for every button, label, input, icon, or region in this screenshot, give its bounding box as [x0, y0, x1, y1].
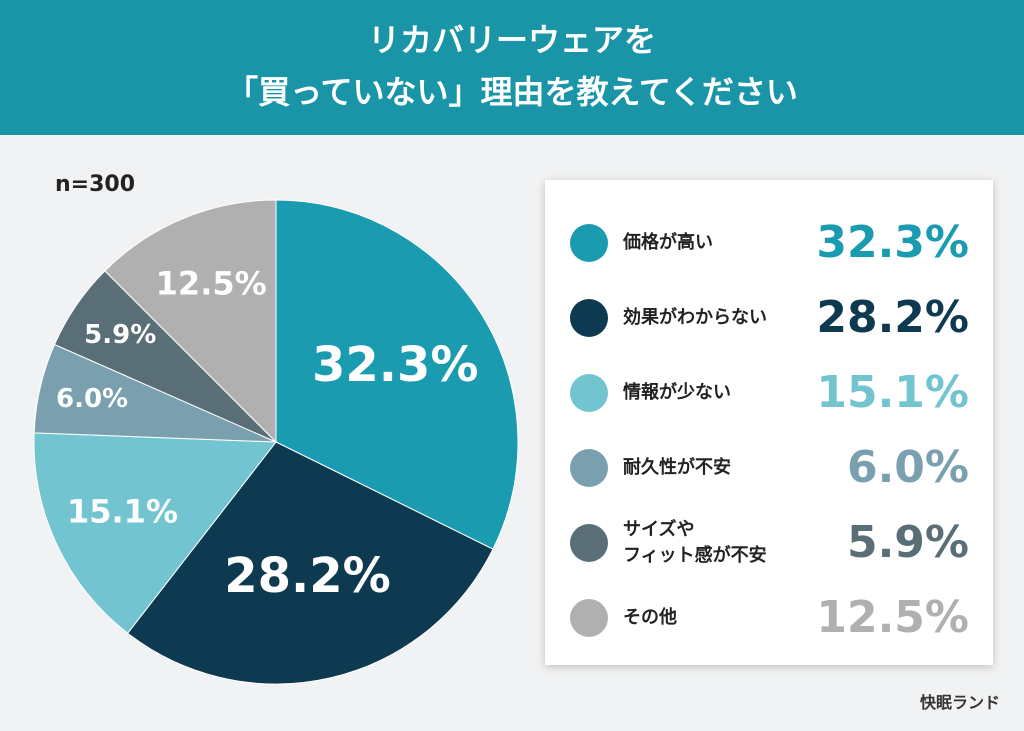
legend-item: 情報が少ない 15.1%	[545, 358, 993, 428]
legend-label: その他	[623, 607, 677, 628]
legend-item: 価格が高い 32.3%	[545, 208, 993, 278]
chart-title: リカバリーウェアを 「買っていない」理由を教えてください	[0, 0, 1024, 135]
pie-slice	[33, 432, 277, 634]
legend: 価格が高い 32.3% 効果がわからない 28.2% 情報が少ない 15.1% 耐久性が不安…	[545, 180, 993, 665]
legend-item: その他 12.5%	[545, 583, 993, 653]
legend-item: 耐久性が不安 6.0%	[545, 433, 993, 503]
legend-value: 12.5%	[816, 592, 969, 643]
slice-label: 5.9%	[84, 320, 156, 350]
slice-label: 32.3%	[312, 337, 479, 393]
legend-label: 価格が高い	[623, 232, 713, 253]
legend-swatch	[570, 449, 608, 487]
slice-label: 28.2%	[224, 548, 391, 604]
legend-swatch	[570, 224, 608, 262]
legend-swatch	[570, 299, 608, 337]
pie-chart: 32.3% 28.2% 15.1% 6.0% 5.9%12.5%	[33, 199, 519, 685]
pie-slice	[104, 199, 277, 444]
legend-swatch	[570, 524, 608, 562]
legend-value: 6.0%	[846, 442, 969, 493]
legend-value: 32.3%	[816, 217, 969, 268]
legend-value: 5.9%	[846, 517, 969, 568]
legend-swatch	[570, 599, 608, 637]
slice-label: 12.5%	[156, 264, 267, 302]
legend-value: 15.1%	[816, 367, 969, 418]
legend-item: サイズや フィット感が不安 5.9%	[545, 508, 993, 578]
slice-label: 15.1%	[67, 493, 178, 531]
legend-label: 耐久性が不安	[623, 457, 731, 478]
brand: 快眠ランド	[919, 693, 1000, 712]
legend-label: 効果がわからない	[623, 307, 767, 328]
legend-label: 情報が少ない	[623, 382, 731, 403]
legend-item: 効果がわからない 28.2%	[545, 283, 993, 353]
pie-slice	[275, 199, 519, 550]
pie-slice	[126, 441, 494, 685]
slice-label: 6.0%	[56, 384, 128, 414]
legend-label: サイズや フィット感が不安	[623, 519, 767, 566]
sample-size: n=300	[55, 172, 136, 197]
legend-value: 28.2%	[816, 292, 969, 343]
legend-swatch	[570, 374, 608, 412]
